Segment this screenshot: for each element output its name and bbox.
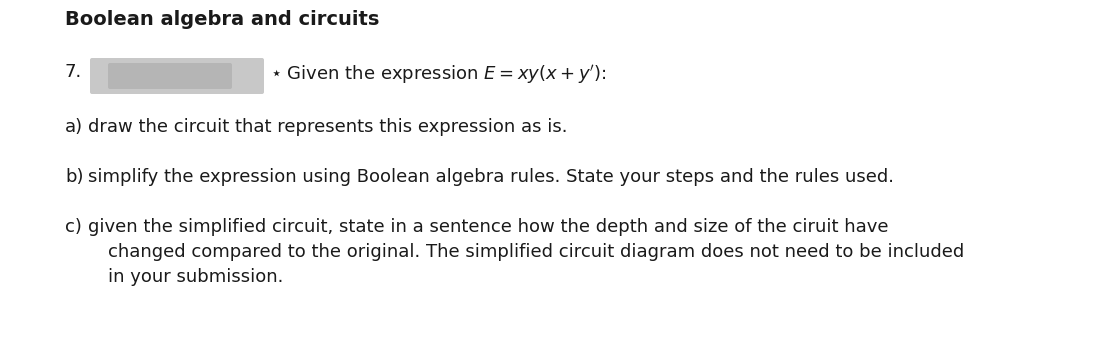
Text: changed compared to the original. The simplified circuit diagram does not need t: changed compared to the original. The si… [107,243,964,261]
Text: $\star$ Given the expression $E = xy(x + y')$:: $\star$ Given the expression $E = xy(x +… [270,63,606,86]
Text: a): a) [65,118,83,136]
Text: in your submission.: in your submission. [107,268,284,286]
FancyBboxPatch shape [107,63,232,89]
Text: draw the circuit that represents this expression as is.: draw the circuit that represents this ex… [88,118,567,136]
Text: given the simplified circuit, state in a sentence how the depth and size of the : given the simplified circuit, state in a… [88,218,889,236]
Text: 7.: 7. [65,63,82,81]
Text: simplify the expression using Boolean algebra rules. State your steps and the ru: simplify the expression using Boolean al… [88,168,894,186]
FancyBboxPatch shape [90,58,264,94]
Text: b): b) [65,168,83,186]
Text: Boolean algebra and circuits: Boolean algebra and circuits [65,10,379,29]
Text: c): c) [65,218,82,236]
